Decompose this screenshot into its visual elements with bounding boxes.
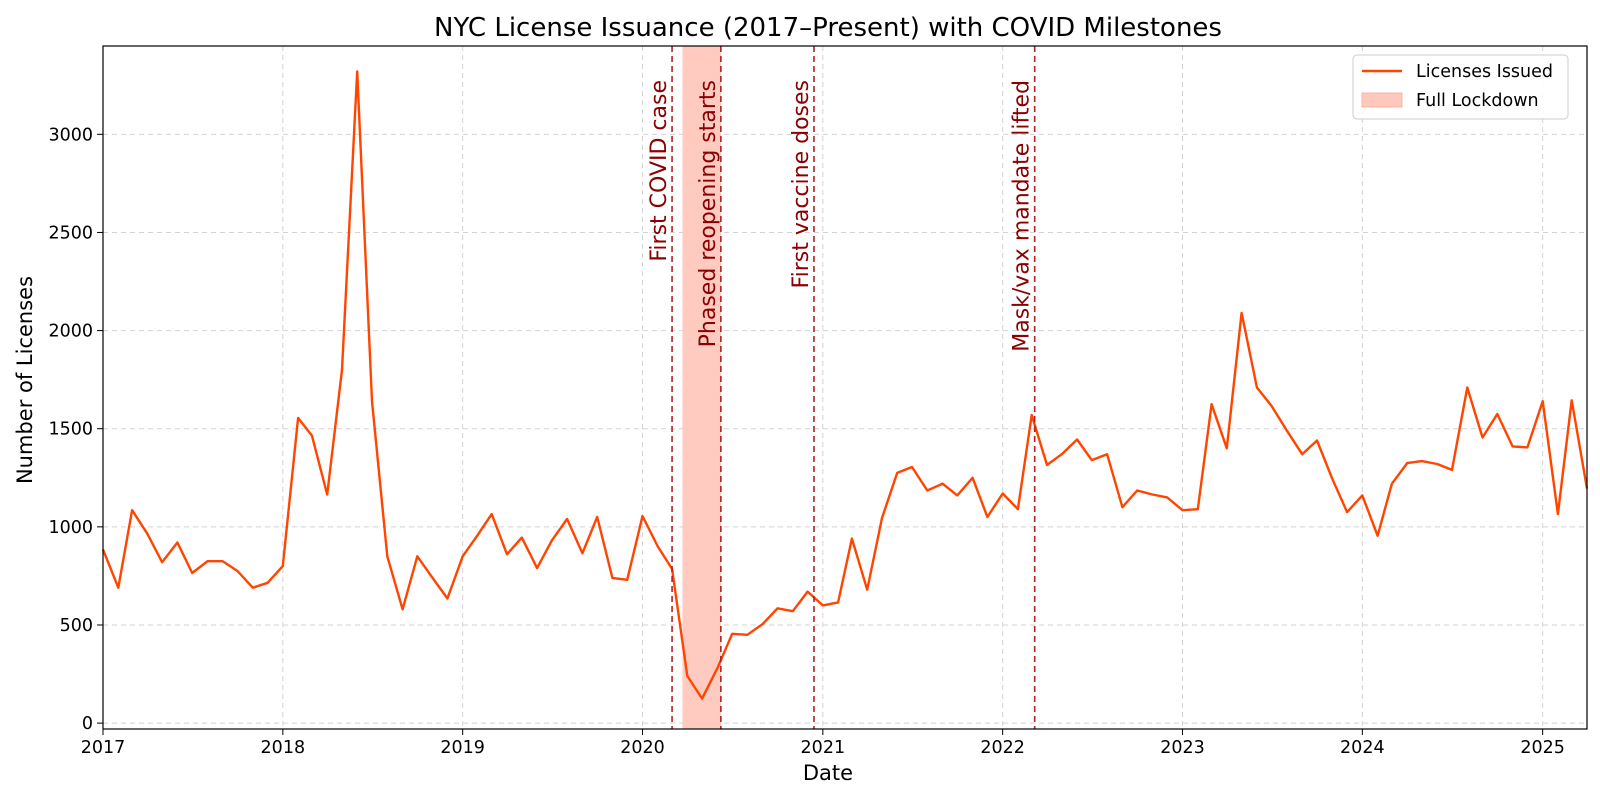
y-tick-label: 0 [82, 714, 93, 734]
x-tick-label: 2020 [620, 738, 665, 758]
y-tick-label: 3000 [48, 125, 93, 145]
y-axis-label: Number of Licenses [13, 276, 37, 484]
milestone-label: First COVID case [647, 80, 672, 262]
milestone-label: Mask/vax mandate lifted [1010, 80, 1035, 352]
milestone-label: First vaccine doses [789, 80, 814, 288]
x-tick-label: 2018 [261, 738, 306, 758]
x-tick-label: 2017 [81, 738, 126, 758]
x-axis-label: Date [803, 761, 853, 785]
y-tick-label: 2000 [48, 322, 93, 342]
x-tick-label: 2019 [440, 738, 485, 758]
axis-ticks: 2017 2018 2019 2020 2021 2022 2023 2024 2025 0 500… [48, 125, 1564, 758]
x-tick-label: 2025 [1520, 738, 1565, 758]
y-tick-label: 2500 [48, 223, 93, 243]
y-tick-label: 1500 [48, 420, 93, 440]
lockdown-region [682, 46, 721, 729]
x-tick-label: 2021 [801, 738, 846, 758]
milestone-label: Phased reopening starts [696, 80, 721, 347]
y-tick-label: 500 [60, 616, 93, 636]
x-tick-label: 2024 [1340, 738, 1385, 758]
legend-series-label: Licenses Issued [1416, 62, 1553, 82]
y-tick-label: 1000 [48, 518, 93, 538]
legend-frame [1352, 54, 1569, 120]
plot-frame [102, 45, 1588, 730]
legend-region-label: Full Lockdown [1416, 91, 1539, 111]
x-tick-label: 2023 [1160, 738, 1205, 758]
shaded-regions [682, 46, 721, 729]
annotations: First COVID case Phased reopening starts F… [647, 46, 1036, 729]
data-series [101, 70, 1589, 700]
legend-shade-swatch [1361, 92, 1403, 108]
series-line [101, 70, 1589, 700]
chart-title: NYC License Issuance (2017–Present) with… [434, 13, 1222, 43]
legend: Licenses Issued Full Lockdown [1352, 54, 1569, 120]
x-tick-label: 2022 [980, 738, 1025, 758]
grid-lines [102, 46, 1587, 729]
